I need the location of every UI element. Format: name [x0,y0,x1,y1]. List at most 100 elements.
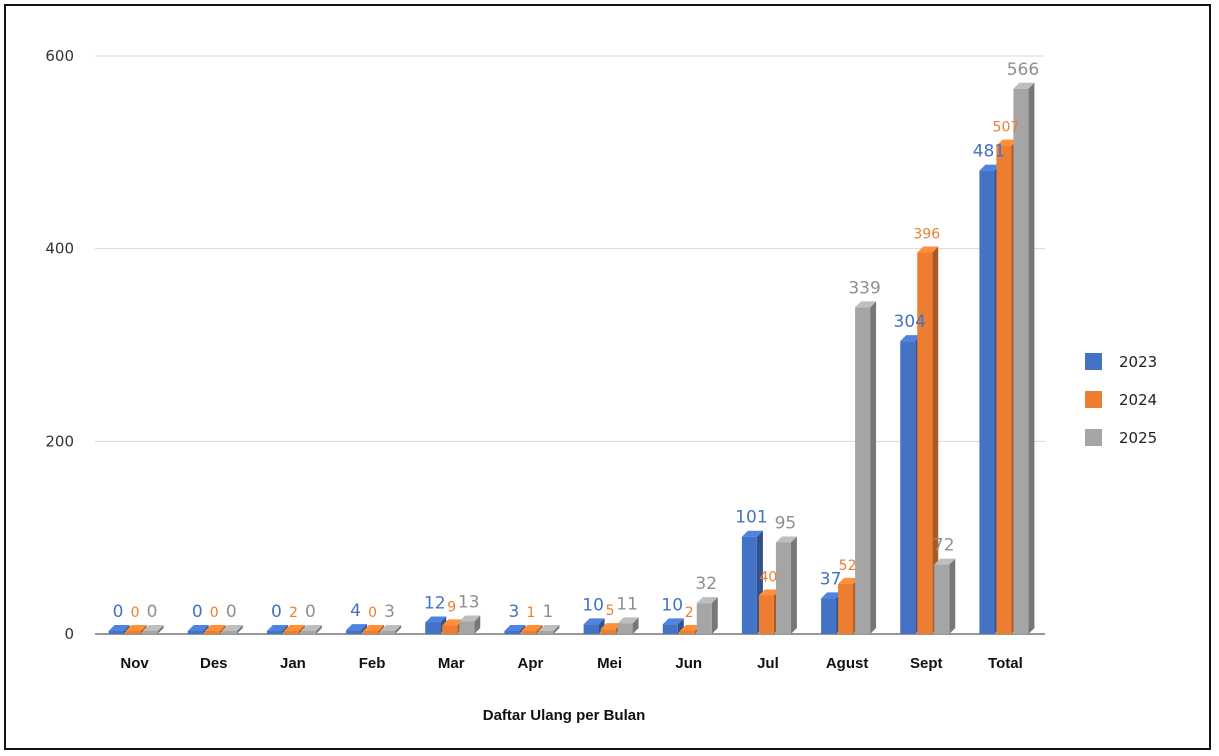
bar-top [221,625,243,631]
bar-2025-sept [934,558,956,634]
bar-2025-mar [459,615,481,634]
bar-2025-total [1013,82,1035,634]
bar-side [949,558,956,634]
bar-side [1028,82,1035,634]
bar-front [125,631,141,634]
bar-top [917,246,939,253]
bar-front [855,307,871,634]
bar-side [281,625,288,634]
bar-2023-des [187,625,209,634]
bar-2024-sept [917,246,939,634]
bar-2024-feb [363,625,385,634]
bar-2023-jan [266,625,288,634]
bar-top [696,597,718,604]
bar-side [519,625,526,634]
data-label: 0 [210,605,219,621]
bar-top [838,577,860,584]
bar-top [996,139,1018,146]
legend-swatch [1085,391,1102,408]
bar-2023-feb [346,624,368,634]
bar-side [711,597,718,634]
data-label: 11 [616,594,638,614]
data-label: 37 [820,569,842,589]
bar-front [617,623,633,634]
bar-2025-jul [775,536,797,634]
bar-top [855,301,877,308]
x-tick-label: Jul [757,655,779,672]
bar-front [821,598,837,634]
data-label: 0 [368,605,377,621]
data-label: 0 [271,602,282,622]
bar-front [346,630,362,634]
bar-side [598,618,605,634]
bar-front [758,595,774,634]
bar-side [315,625,322,634]
legend-item-2025: 2025 [1085,429,1157,447]
data-label: 507 [993,120,1020,136]
bar-front [583,624,599,634]
data-labels: 0 0 0 0 0 0 0 2 0 4 0 3 12 9 13 3 1 1 10 5 11 10 2321014095375… [113,60,1039,622]
data-label: 32 [695,574,717,594]
bar-front [442,625,458,634]
bar-top [1013,82,1035,89]
x-tick-label: Des [200,655,228,672]
bar-top [108,625,130,631]
bar-front [504,631,520,634]
bar-top [142,625,164,631]
data-label: 0 [305,602,316,622]
data-label: 10 [582,595,604,615]
bar-side [298,625,305,634]
bar-2023-nov [108,625,130,634]
data-label: 3 [509,602,520,622]
data-label: 13 [458,592,480,612]
bar-front [662,624,678,634]
bar-side [236,625,243,634]
x-tick-label: Sept [910,655,943,672]
bar-front [979,170,995,635]
data-label: 1 [543,602,554,622]
legend-item-2024: 2024 [1085,391,1157,409]
bar-front [204,631,220,634]
bar-top [380,625,402,631]
bar-front [538,631,554,634]
bar-front [679,631,695,634]
bar-top [979,164,1001,171]
bar-front [838,583,854,634]
bar-2023-apr [504,625,526,634]
bar-2025-apr [538,625,560,634]
bar-side [536,625,543,634]
bar-top [775,536,797,543]
bar-2025-agust [855,301,877,634]
bar-side [474,615,481,634]
bar-top [583,618,605,625]
bar-front [363,631,379,634]
bar-side [932,246,939,634]
x-tick-label: Agust [826,655,869,672]
bar-2025-feb [380,625,402,634]
bars [108,82,1035,635]
data-label: 10 [661,595,683,615]
bar-top [442,619,464,626]
bar-side [361,624,368,634]
bar-side [677,618,684,634]
bar-top [204,625,226,631]
bar-front [600,629,616,634]
bar-2024-apr [521,625,543,634]
data-label: 40 [760,569,778,585]
bar-top [346,624,368,631]
bar-top [679,625,701,631]
x-tick-label: Nov [120,655,149,672]
bar-front [696,603,712,634]
data-label: 12 [424,593,446,613]
bar-2025-nov [142,625,164,634]
bar-side [378,625,385,634]
bar-front [775,542,791,634]
y-tick-label: 400 [45,240,74,258]
bar-front [1013,88,1029,634]
bar-side [870,301,877,634]
data-label: 4 [350,601,361,621]
data-label: 101 [735,508,767,528]
data-label: 566 [1007,60,1039,80]
legend: 2023 2024 2025 [1085,353,1157,447]
bar-top [934,558,956,565]
